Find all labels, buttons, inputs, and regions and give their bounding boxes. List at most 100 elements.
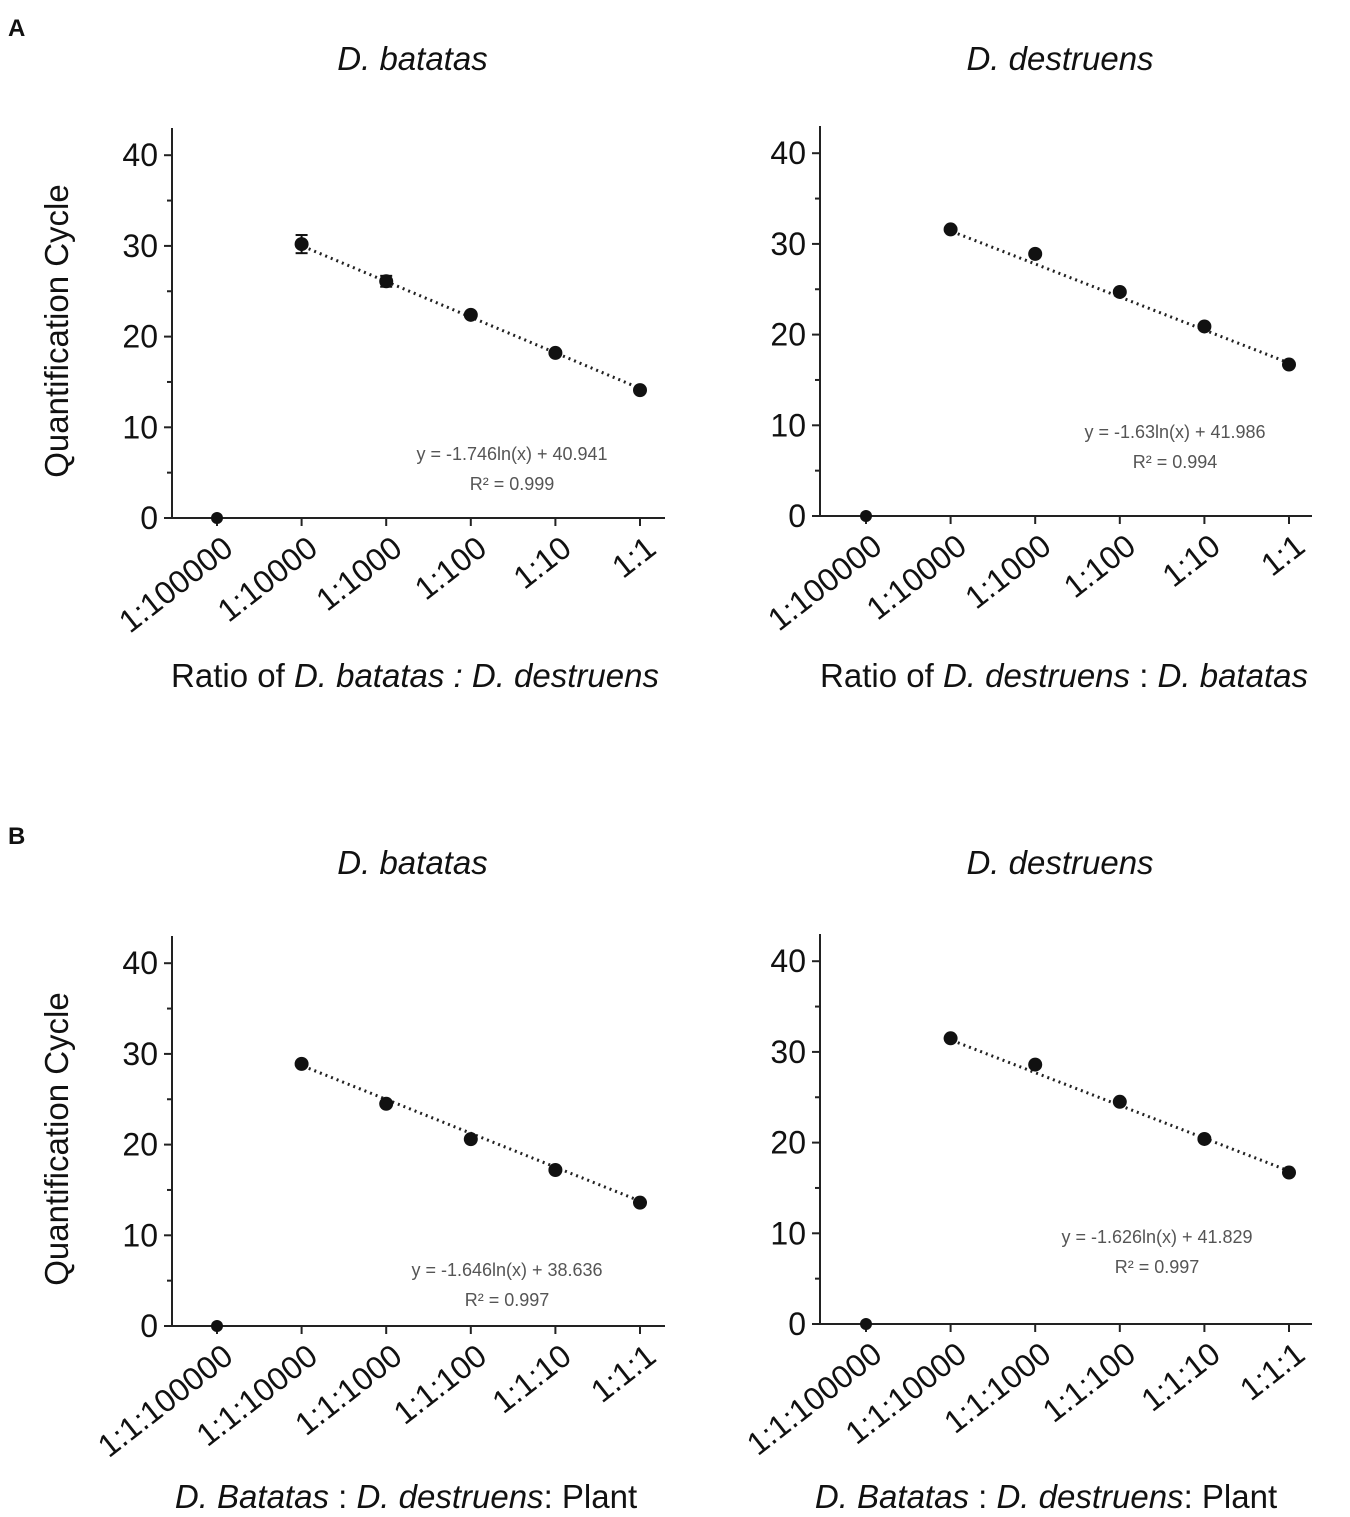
x-axis-label-part: Ratio of — [171, 657, 294, 694]
data-point — [943, 222, 958, 237]
data-point — [211, 512, 223, 524]
x-axis-label-part: Ratio of — [820, 657, 943, 694]
data-point — [211, 1320, 223, 1332]
y-axis-label: Quantification Cycle — [38, 184, 75, 477]
x-axis-label-part: D. Batatas — [815, 1478, 969, 1515]
chart-title: D. destruens — [966, 844, 1153, 881]
y-tick-label: 20 — [122, 1127, 158, 1163]
trend-equation: y = -1.626ln(x) + 41.829 — [1061, 1227, 1252, 1247]
data-point — [1112, 284, 1127, 299]
x-tick-label: 1:1000 — [958, 527, 1057, 616]
y-tick-label: 10 — [770, 407, 806, 443]
y-tick-label: 40 — [122, 137, 158, 173]
trend-r2: R² = 0.999 — [470, 474, 555, 494]
y-tick-label: 20 — [770, 317, 806, 353]
trendline — [946, 227, 1294, 366]
data-point — [860, 510, 872, 522]
y-tick-label: 0 — [788, 1306, 806, 1342]
trend-r2: R² = 0.997 — [1115, 1257, 1200, 1277]
trend-equation: y = -1.646ln(x) + 38.636 — [411, 1260, 602, 1280]
x-axis-label-part: : Plant — [1184, 1478, 1278, 1515]
y-tick-label: 0 — [140, 500, 158, 536]
data-point — [379, 1096, 394, 1111]
x-axis-label-part: D. batatas — [294, 657, 444, 694]
data-point — [294, 237, 309, 252]
y-tick-label: 30 — [770, 226, 806, 262]
x-axis-label: Ratio of D. batatas : D. destruens — [171, 657, 659, 694]
data-point — [860, 1318, 872, 1330]
trendline — [946, 1036, 1294, 1174]
chart-title: D. destruens — [966, 40, 1153, 77]
chart-2: D. destruens0102030401:1000001:100001:10… — [761, 40, 1312, 694]
x-tick-label: 1:1:1 — [1233, 1335, 1311, 1407]
x-tick-label: 1:1:1 — [584, 1337, 662, 1409]
data-point — [943, 1031, 958, 1046]
y-tick-label: 30 — [770, 1034, 806, 1070]
data-point — [379, 274, 394, 289]
data-point — [548, 1163, 563, 1177]
chart-title: D. batatas — [337, 40, 487, 77]
panel-label-b: B — [8, 823, 25, 850]
x-tick-label: 1:1000 — [309, 529, 408, 618]
y-tick-label: 40 — [770, 943, 806, 979]
data-point — [1197, 1131, 1212, 1146]
x-axis-label: D. Batatas : D. destruens: Plant — [175, 1478, 637, 1515]
chart-1: D. batatas0102030401:1000001:100001:1000… — [38, 40, 665, 694]
data-point — [1282, 1165, 1296, 1180]
chart-3: D. batatas0102030401:1:1000001:1:100001:… — [38, 844, 665, 1515]
x-tick-label: 1:10 — [1155, 527, 1226, 594]
data-point — [633, 383, 647, 398]
y-tick-label: 30 — [122, 1036, 158, 1072]
x-tick-label: 1:100 — [408, 529, 493, 607]
x-axis-label-part: : Plant — [544, 1478, 638, 1515]
panel-label-a: A — [8, 15, 25, 42]
x-axis-label-part: D. batatas — [1158, 657, 1308, 694]
data-point — [463, 1132, 478, 1147]
x-tick-label: 1:1:10 — [1134, 1335, 1226, 1418]
data-point — [1112, 1094, 1127, 1109]
y-axis-label: Quantification Cycle — [38, 992, 75, 1285]
chart-title: D. batatas — [337, 844, 487, 881]
x-axis-label: D. Batatas : D. destruens: Plant — [815, 1478, 1277, 1515]
x-tick-label: 1:100000 — [761, 527, 888, 638]
x-tick-label: 1:10 — [506, 529, 577, 596]
data-point — [633, 1195, 647, 1210]
x-axis-label-part: : — [444, 657, 472, 694]
trend-equation: y = -1.746ln(x) + 40.941 — [416, 444, 607, 464]
x-axis-label-part: : — [1130, 657, 1158, 694]
x-tick-label: 1:1 — [1254, 527, 1311, 583]
data-point — [294, 1056, 309, 1071]
data-point — [1282, 357, 1296, 372]
y-tick-label: 0 — [788, 498, 806, 534]
x-axis-label-part: D. destruens — [472, 657, 659, 694]
trend-equation: y = -1.63ln(x) + 41.986 — [1084, 422, 1265, 442]
y-tick-label: 20 — [122, 319, 158, 355]
x-tick-label: 1:100 — [1057, 527, 1142, 605]
x-axis-label-part: D. Batatas — [175, 1478, 329, 1515]
x-axis-label: Ratio of D. destruens : D. batatas — [820, 657, 1308, 694]
y-tick-label: 30 — [122, 228, 158, 264]
x-axis-label-part: D. destruens — [996, 1478, 1183, 1515]
x-tick-label: 1:1:100 — [1036, 1335, 1142, 1429]
x-axis-label-part: D. destruens — [943, 657, 1130, 694]
y-tick-label: 10 — [122, 1217, 158, 1253]
data-point — [1197, 319, 1212, 334]
x-axis-label-part: : — [969, 1478, 997, 1515]
data-point — [548, 345, 563, 360]
x-tick-label: 1:1:10 — [485, 1337, 577, 1420]
y-tick-label: 40 — [770, 135, 806, 171]
data-point — [1028, 1057, 1043, 1072]
y-tick-label: 10 — [122, 409, 158, 445]
y-tick-label: 0 — [140, 1308, 158, 1344]
y-tick-label: 10 — [770, 1215, 806, 1251]
x-axis-label-part: D. destruens — [356, 1478, 543, 1515]
x-tick-label: 1:100000 — [112, 529, 239, 640]
x-tick-label: 1:1 — [605, 529, 662, 585]
x-tick-label: 1:1:100 — [387, 1337, 493, 1431]
trend-r2: R² = 0.997 — [465, 1290, 550, 1310]
data-point — [1028, 246, 1043, 261]
x-axis-label-part: : — [329, 1478, 357, 1515]
trend-r2: R² = 0.994 — [1133, 452, 1218, 472]
y-tick-label: 20 — [770, 1125, 806, 1161]
